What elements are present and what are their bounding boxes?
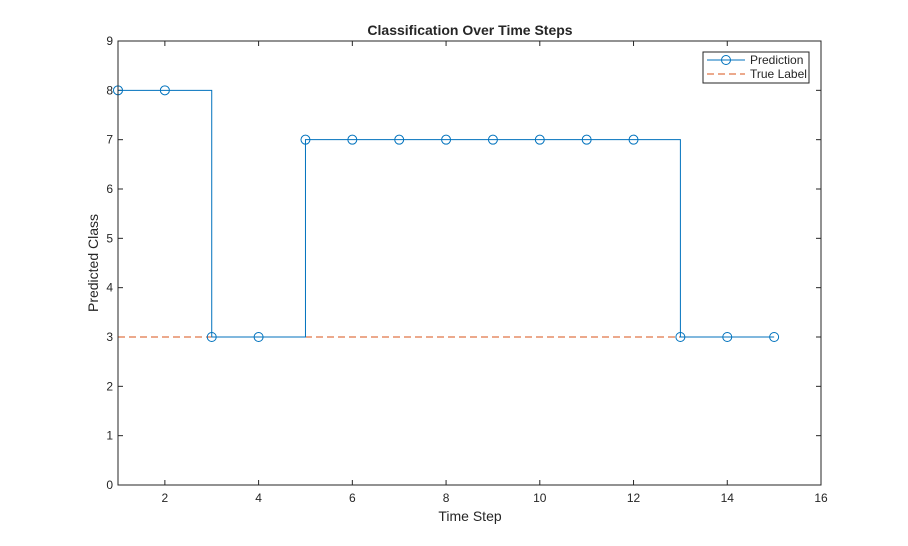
x-tick-label: 14 xyxy=(721,491,735,505)
prediction-point xyxy=(534,134,545,145)
prediction-point xyxy=(487,134,498,145)
plot-area xyxy=(118,41,821,485)
y-tick-label: 2 xyxy=(106,379,113,393)
x-axis-title: Time Step xyxy=(438,508,501,524)
y-tick-label: 0 xyxy=(106,478,113,492)
y-tick-label: 4 xyxy=(106,281,113,295)
x-tick-label: 10 xyxy=(533,491,547,505)
prediction-point xyxy=(300,134,311,145)
prediction-point xyxy=(394,134,405,145)
x-tick-label: 16 xyxy=(814,491,828,505)
y-axis-title: Predicted Class xyxy=(85,214,101,312)
x-tick-label: 2 xyxy=(162,491,169,505)
x-tick-label: 12 xyxy=(627,491,641,505)
prediction-point xyxy=(441,134,452,145)
prediction-point xyxy=(581,134,592,145)
prediction-point xyxy=(347,134,358,145)
y-tick-label: 7 xyxy=(106,133,113,147)
prediction-point xyxy=(722,332,733,342)
series-layer xyxy=(113,85,780,342)
y-tick-label: 6 xyxy=(106,182,113,196)
y-tick-label: 8 xyxy=(106,83,113,97)
prediction-point xyxy=(769,332,780,342)
series-prediction-line xyxy=(118,89,775,338)
legend-marker-prediction xyxy=(721,55,731,65)
y-tick-label: 1 xyxy=(106,429,113,443)
plot-frame xyxy=(117,40,822,486)
x-tick-label: 6 xyxy=(349,491,356,505)
y-tick-label: 9 xyxy=(106,34,113,48)
legend: Prediction True Label xyxy=(702,51,810,84)
prediction-point xyxy=(675,332,686,342)
x-tick-label: 4 xyxy=(255,491,262,505)
prediction-point xyxy=(628,134,639,145)
prediction-point xyxy=(206,332,217,342)
prediction-point xyxy=(253,332,264,342)
y-tick-label: 3 xyxy=(106,330,113,344)
x-tick-label: 8 xyxy=(443,491,450,505)
legend-label-true-label: True Label xyxy=(750,67,807,81)
legend-label-prediction: Prediction xyxy=(750,53,803,67)
prediction-point xyxy=(159,85,170,96)
chart-title: Classification Over Time Steps xyxy=(367,22,572,38)
y-tick-label: 5 xyxy=(106,231,113,245)
legend-box xyxy=(702,51,810,84)
